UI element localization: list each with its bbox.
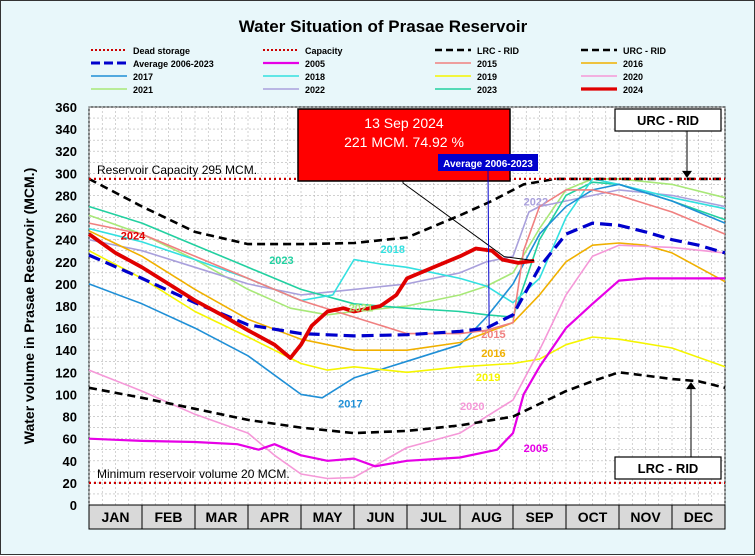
y-tick-label: 20 [63,476,77,491]
series-labels: 2024 2023 2018 2021 2015 2016 2019 2017 2020 2005… [121,196,548,455]
lrc-callout-leader [668,387,692,458]
urc-callout-arrow [682,170,692,178]
series-line-2005 [88,277,725,468]
series-line-2020 [88,244,726,480]
y-tick-label: 220 [55,255,77,270]
legend-label-urc-rid: URC - RID [623,46,666,56]
y-tick-label: 60 [63,432,77,447]
x-tick-label: APR [260,509,290,525]
legend-label-2017: 2017 [133,72,153,82]
series-label-2024: 2024 [121,231,146,243]
current-callout-leader [402,181,535,262]
x-tick-label: NOV [630,509,661,525]
average-callout-text: Average 2006-2023 [443,159,533,170]
x-tick-label: JUL [420,509,447,525]
legend: Dead storage Capacity LRC - RID URC - RID Av… [91,46,666,95]
legend-label-lrc-rid: LRC - RID [477,46,519,56]
x-tick-label: JAN [101,509,129,525]
series-label-2016: 2016 [481,348,505,360]
ref-label-dead-storage: Minimum reservoir volume 20 MCM. [97,467,290,481]
legend-label-2015: 2015 [477,59,497,69]
x-tick-label: AUG [471,509,502,525]
y-axis-label: Water volume in Prasae Reservoir (MCM.) [21,168,37,444]
y-tick-label: 80 [63,410,77,425]
current-callout-date: 13 Sep 2024 [364,115,444,131]
legend-label-2023: 2023 [477,85,497,95]
x-tick-label: MAY [313,509,343,525]
series-label-2020: 2020 [460,401,484,413]
legend-label-capacity: Capacity [305,46,343,56]
average-callout-box [438,154,538,171]
y-tick-label: 260 [55,211,77,226]
legend-label-2022: 2022 [305,85,325,95]
y-tick-label: 360 [55,100,77,115]
series-line-2017 [88,183,726,399]
x-tick-label: MAR [206,509,238,525]
annotations: 13 Sep 2024 221 MCM. 74.92 % Average 2006-… [297,108,722,480]
x-tick-label: FEB [155,509,183,525]
current-callout-value: 221 MCM. 74.92 % [344,134,464,150]
series-label-2023: 2023 [269,255,293,267]
reference-lines: Reservoir Capacity 295 MCM. Minimum reser… [89,163,725,484]
legend-label-dead-storage: Dead storage [133,46,190,56]
ref-label-capacity: Reservoir Capacity 295 MCM. [97,163,257,177]
series-label-2005: 2005 [524,443,548,455]
series-line-average-2006-2023 [88,221,726,338]
legend-label-2005: 2005 [305,59,325,69]
y-tick-label: 0 [70,498,77,513]
urc-callout-text: URC - RID [637,113,699,128]
legend-label-2016: 2016 [623,59,643,69]
y-tick-label: 200 [55,277,77,292]
legend-label-2019: 2019 [477,72,497,82]
y-tick-label: 300 [55,166,77,181]
lrc-callout-text: LRC - RID [638,461,699,476]
y-tick-label: 100 [55,387,77,402]
series-line-2023 [88,181,726,318]
series-line-2015 [88,189,726,335]
legend-label-2020: 2020 [623,72,643,82]
x-tick-label: JUN [366,509,394,525]
x-tick-labels: JAN FEB MAR APR MAY JUN JUL AUG SEP OCT NOV DEC [88,504,726,530]
y-tick-label: 240 [55,233,77,248]
y-tick-label: 120 [55,365,77,380]
series-line-2022 [88,189,726,296]
y-tick-label: 280 [55,188,77,203]
series-label-2017: 2017 [338,399,362,411]
lrc-callout-arrow [686,382,696,390]
y-tick-label: 180 [55,299,77,314]
grid-lines [88,106,726,506]
series-layer [87,177,726,480]
y-tick-label: 340 [55,122,77,137]
series-label-2018: 2018 [381,244,405,256]
legend-label-2021: 2021 [133,85,153,95]
legend-label-2024: 2024 [623,85,643,95]
legend-label-2018: 2018 [305,72,325,82]
x-tick-label: SEP [525,509,553,525]
urc-callout-leader [668,130,688,173]
legend-label-average-2006-2023: Average 2006-2023 [133,59,214,69]
series-line-2024 [87,232,535,360]
y-tick-labels: 0 20 40 60 80 100 120 140 160 180 200 220 240 260 280 3… [55,100,77,513]
series-line-2016 [88,230,726,352]
y-tick-label: 160 [55,321,77,336]
y-tick-label: 40 [63,454,77,469]
series-label-2022: 2022 [524,196,548,208]
series-label-2015: 2015 [481,329,505,341]
series-label-2021: 2021 [349,303,373,315]
x-tick-label: OCT [578,509,608,525]
chart-title: Water Situation of Prasae Reservoir [239,17,528,36]
series-line-lrc-rid [88,370,726,435]
series-line-2019 [88,249,726,374]
x-tick-label: DEC [684,509,714,525]
average-callout-leader [487,170,490,329]
y-tick-label: 320 [55,144,77,159]
series-label-2019: 2019 [476,372,500,384]
y-tick-label: 140 [55,343,77,358]
